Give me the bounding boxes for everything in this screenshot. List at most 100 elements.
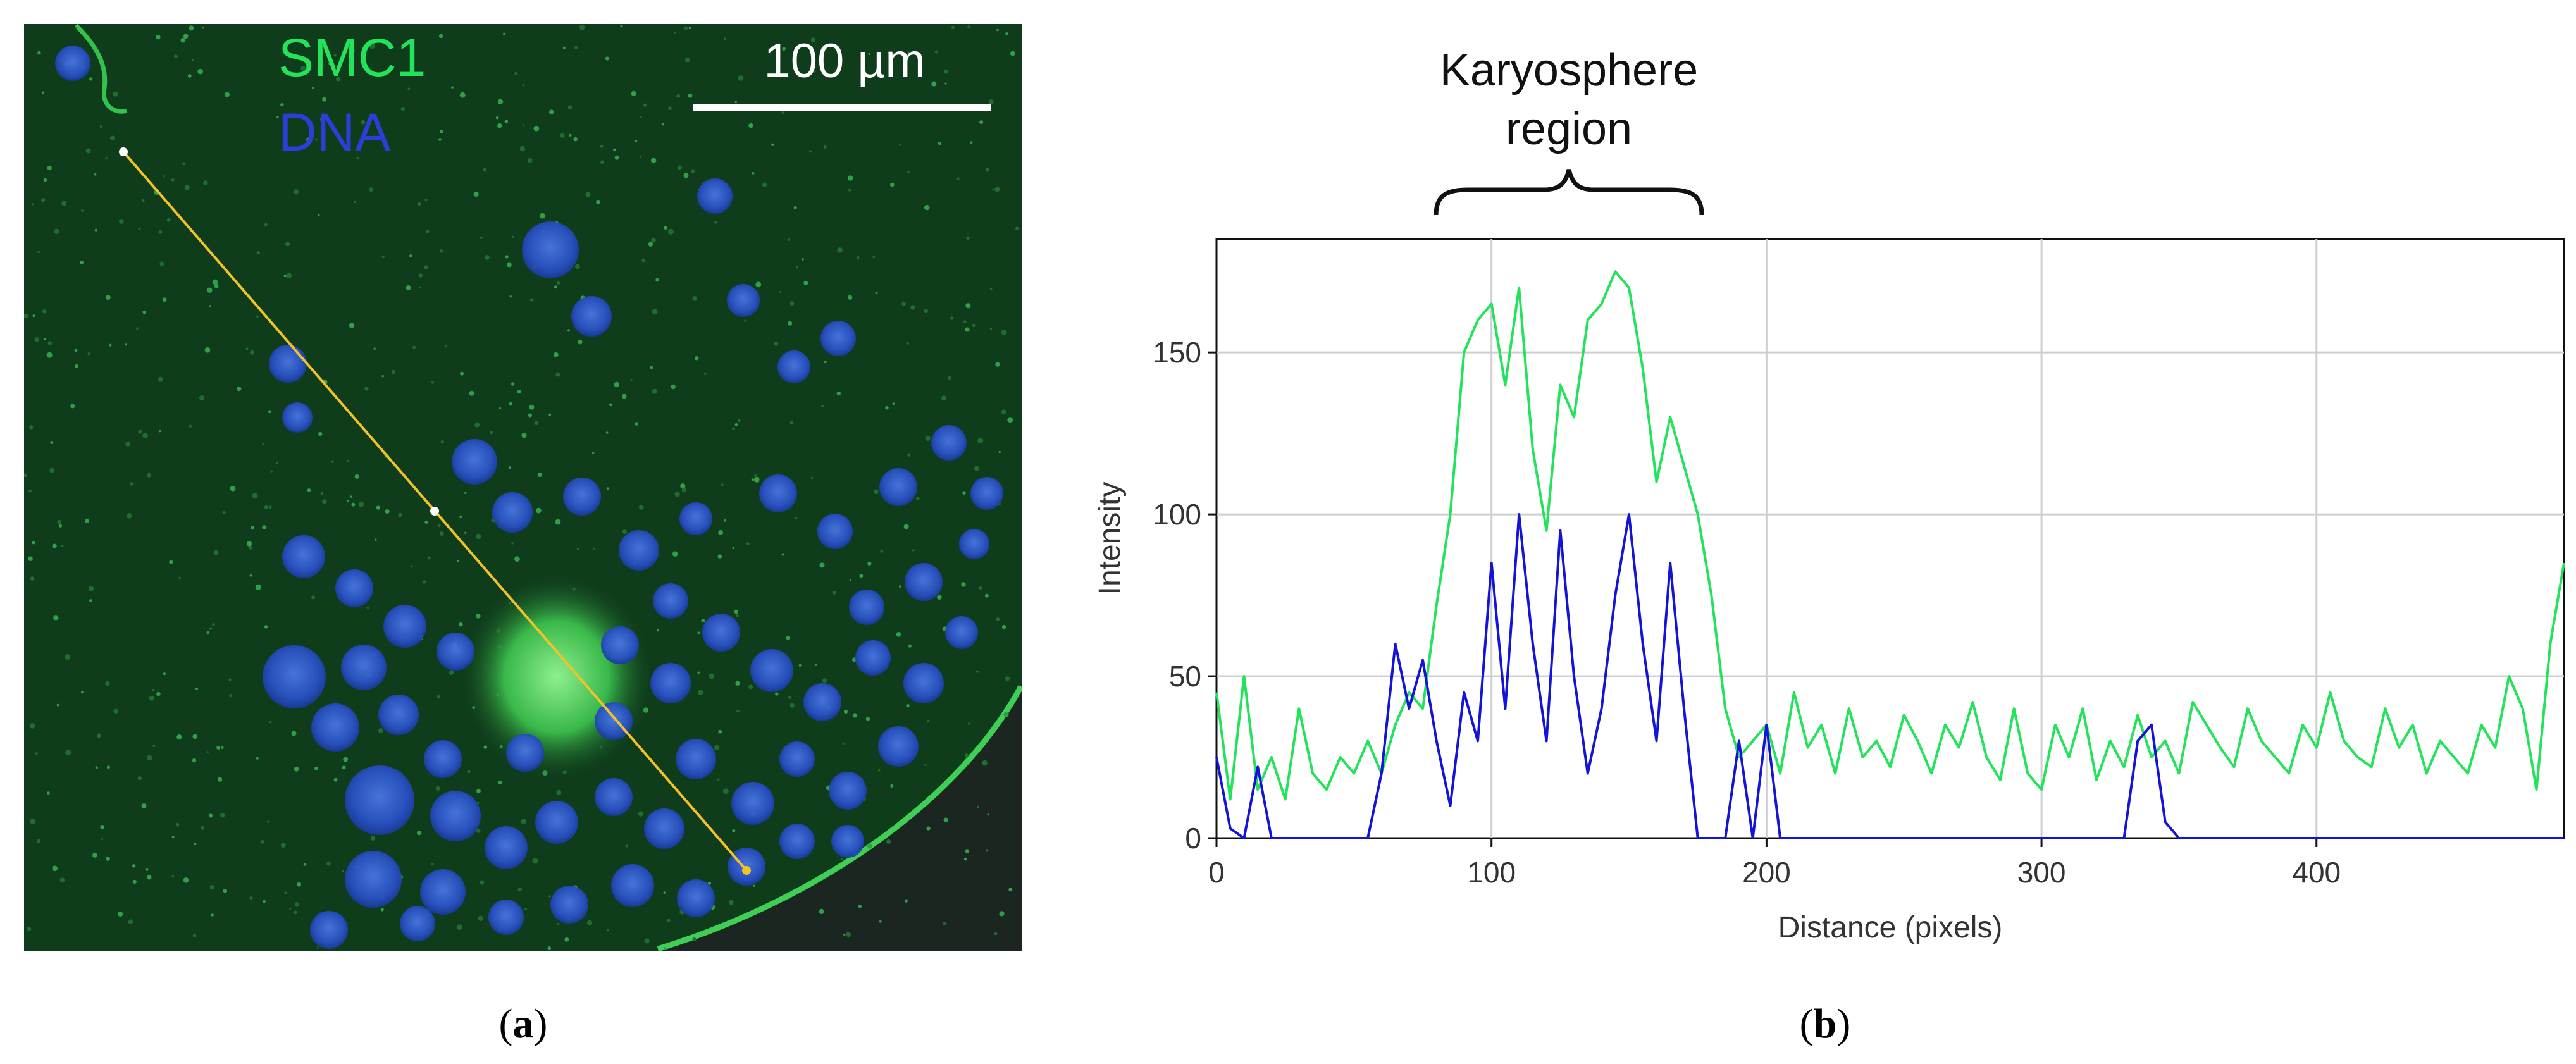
speckle bbox=[852, 713, 857, 718]
speckle bbox=[444, 345, 447, 348]
nucleus bbox=[653, 583, 688, 619]
speckle bbox=[951, 25, 955, 30]
speckle bbox=[268, 505, 272, 509]
speckle bbox=[184, 185, 190, 190]
speckle bbox=[80, 260, 84, 264]
speckle bbox=[974, 466, 979, 471]
speckle bbox=[192, 934, 197, 937]
speckle bbox=[732, 547, 734, 550]
speckle bbox=[459, 516, 462, 519]
speckle bbox=[300, 66, 306, 71]
speckle bbox=[341, 870, 345, 873]
speckle bbox=[609, 403, 612, 407]
speckle bbox=[896, 632, 901, 637]
speckle bbox=[927, 719, 930, 722]
speckle bbox=[478, 915, 483, 922]
speckle bbox=[320, 492, 324, 495]
speckle bbox=[192, 58, 194, 61]
speckle bbox=[714, 745, 720, 750]
speckle bbox=[899, 585, 901, 588]
profile-line-mid-point bbox=[430, 507, 439, 516]
speckle bbox=[906, 703, 910, 708]
speckle bbox=[989, 328, 993, 330]
speckle bbox=[269, 721, 272, 724]
speckle bbox=[469, 390, 474, 396]
nucleus bbox=[488, 900, 524, 935]
speckle bbox=[418, 273, 423, 278]
speckle bbox=[156, 34, 161, 40]
speckle bbox=[439, 249, 443, 253]
nucleus bbox=[424, 740, 462, 778]
speckle bbox=[333, 777, 338, 782]
speckle bbox=[795, 517, 798, 520]
speckle bbox=[246, 541, 252, 547]
speckle bbox=[509, 402, 513, 406]
speckle bbox=[775, 692, 779, 696]
speckle bbox=[147, 473, 152, 478]
speckle bbox=[661, 123, 664, 126]
speckle bbox=[567, 105, 573, 110]
speckle bbox=[912, 549, 915, 552]
speckle bbox=[264, 505, 269, 510]
speckle bbox=[663, 891, 666, 894]
speckle bbox=[606, 929, 609, 932]
speckle bbox=[132, 864, 136, 868]
speckle bbox=[28, 556, 33, 561]
speckle bbox=[718, 729, 722, 734]
speckle bbox=[966, 236, 970, 240]
speckle bbox=[307, 488, 311, 492]
speckle bbox=[192, 758, 197, 763]
speckle bbox=[142, 433, 149, 438]
speckle bbox=[903, 524, 909, 529]
nucleus bbox=[437, 633, 474, 671]
speckle bbox=[385, 509, 390, 514]
speckle bbox=[875, 291, 878, 294]
speckle bbox=[753, 476, 760, 483]
nucleus bbox=[378, 695, 419, 735]
speckle bbox=[984, 593, 989, 598]
speckle bbox=[194, 843, 197, 846]
nucleus bbox=[931, 425, 967, 461]
speckle bbox=[256, 315, 259, 318]
speckle bbox=[189, 424, 192, 428]
speckle bbox=[644, 938, 650, 944]
speckle bbox=[223, 888, 228, 893]
speckle bbox=[50, 441, 53, 444]
speckle bbox=[640, 156, 642, 158]
speckle bbox=[37, 839, 41, 843]
speckle bbox=[138, 430, 142, 434]
speckle bbox=[514, 556, 520, 562]
speckle bbox=[936, 595, 942, 600]
speckle bbox=[53, 615, 59, 621]
speckle bbox=[504, 120, 509, 123]
speckle bbox=[503, 32, 505, 35]
speckle bbox=[230, 485, 236, 492]
speckle bbox=[977, 438, 984, 444]
speckle bbox=[819, 562, 825, 568]
speckle bbox=[497, 123, 502, 128]
speckle bbox=[613, 148, 616, 152]
speckle bbox=[972, 323, 976, 328]
speckle bbox=[555, 372, 560, 377]
speckle bbox=[587, 920, 593, 926]
speckle bbox=[225, 92, 230, 97]
speckle bbox=[683, 173, 689, 178]
speckle bbox=[213, 550, 219, 555]
speckle bbox=[169, 560, 173, 564]
speckle bbox=[596, 199, 601, 205]
speckle bbox=[748, 123, 753, 128]
speckle bbox=[1003, 712, 1009, 717]
speckle bbox=[840, 858, 843, 860]
speckle bbox=[925, 435, 931, 442]
x-tick-label: 100 bbox=[1467, 856, 1516, 889]
speckle bbox=[476, 829, 481, 833]
speckle bbox=[101, 838, 103, 841]
nucleus bbox=[959, 529, 989, 559]
speckle bbox=[424, 198, 428, 201]
nucleus bbox=[55, 46, 90, 81]
speckle bbox=[512, 235, 514, 238]
speckle bbox=[262, 525, 267, 530]
speckle bbox=[410, 565, 413, 568]
speckle bbox=[256, 251, 260, 255]
nucleus bbox=[335, 569, 373, 607]
